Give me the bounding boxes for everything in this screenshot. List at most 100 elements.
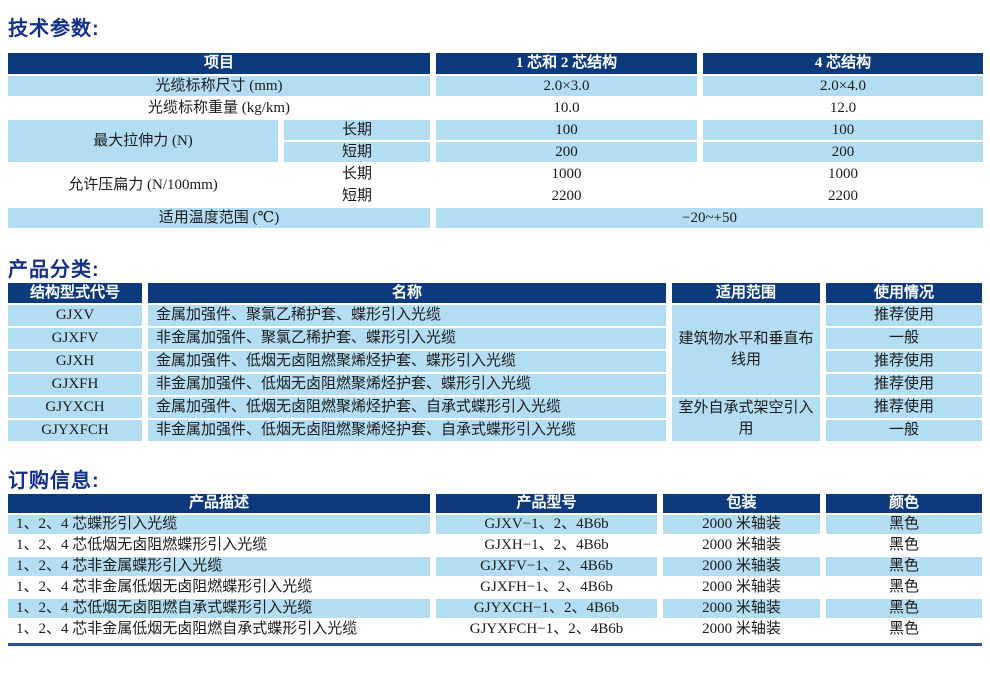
cell-code: GJXV <box>8 305 142 326</box>
cell-name: 非金属加强件、低烟无卤阻燃聚烯烃护套、蝶形引入光缆 <box>148 374 666 395</box>
cell-model: GJYXFCH−1、2、4B6b <box>469 621 624 637</box>
cell-scope-indoor: 建筑物水平和垂直布线用 <box>672 305 820 395</box>
tech-temperature-value: −20~+50 <box>436 208 984 228</box>
order-header-packing: 包装 <box>663 494 820 513</box>
tech-crush-short-value-1and2: 2200 <box>551 188 582 204</box>
tech-row-crush-long: 允许压扁力 (N/100mm) 长期 1000 1000 <box>8 164 983 193</box>
tech-row-weight: 光缆标称重量 (kg/km) 10.0 12.0 <box>8 98 983 118</box>
cell-color: 黑色 <box>826 599 982 618</box>
tech-row-crush-short: 短期 2200 2200 <box>8 186 983 206</box>
cell-usage: 推荐使用 <box>826 397 982 418</box>
tech-row-tension-short: 短期 200 200 <box>8 142 984 162</box>
cell-usage: 一般 <box>826 420 982 441</box>
cell-description: 1、2、4 芯非金属低烟无卤阻燃蝶形引入光缆 <box>16 579 313 595</box>
cell-name: 非金属加强件、低烟无卤阻燃聚烯烃护套、自承式蝶形引入光缆 <box>148 420 666 441</box>
cell-color: 黑色 <box>888 579 919 595</box>
tech-tension-label: 最大拉伸力 (N) <box>8 120 278 162</box>
tech-row-tension-long: 最大拉伸力 (N) 长期 100 100 <box>8 120 984 162</box>
tech-temperature-label: 适用温度范围 (℃) <box>8 208 431 228</box>
order-header-color: 颜色 <box>826 494 982 513</box>
cell-name: 非金属加强件、聚氯乙稀护套、蝶形引入光缆 <box>148 328 666 349</box>
section-title-product-classification: 产品分类: <box>8 259 100 281</box>
classify-header-scope: 适用范围 <box>672 283 820 303</box>
tech-tension-long-label: 长期 <box>284 120 431 140</box>
order-row: 1、2、4 芯非金属低烟无卤阻燃自承式蝶形引入光缆 GJYXFCH−1、2、4B… <box>8 620 982 639</box>
classify-header-name: 名称 <box>148 283 666 303</box>
classify-row: GJXFV 非金属加强件、聚氯乙稀护套、蝶形引入光缆 一般 <box>8 328 982 349</box>
classify-row: GJXH 金属加强件、低烟无卤阻燃聚烯烃护套、蝶形引入光缆 推荐使用 <box>8 351 982 372</box>
tech-row-temperature: 适用温度范围 (℃) −20~+50 <box>8 208 984 228</box>
technical-parameters-table: 项目 1 芯和 2 芯结构 4 芯结构 光缆标称尺寸 (mm) 2.0×3.0 … <box>2 51 989 230</box>
cell-model: GJXFV−1、2、4B6b <box>436 557 657 576</box>
tech-crush-long-label: 长期 <box>342 166 373 182</box>
cell-name: 金属加强件、聚氯乙稀护套、蝶形引入光缆 <box>148 305 666 326</box>
cell-description: 1、2、4 芯非金属低烟无卤阻燃自承式蝶形引入光缆 <box>16 621 358 637</box>
tech-weight-value-1and2: 10.0 <box>553 100 580 116</box>
table-bottom-rule <box>8 643 982 646</box>
tech-row-size: 光缆标称尺寸 (mm) 2.0×3.0 2.0×4.0 <box>8 76 984 96</box>
cell-code: GJYXFCH <box>8 420 142 441</box>
cell-scope-outdoor: 室外自承式架空引入用 <box>672 397 820 441</box>
order-header-description: 产品描述 <box>8 494 430 513</box>
order-row: 1、2、4 芯低烟无卤阻燃自承式蝶形引入光缆 GJYXCH−1、2、4B6b 2… <box>8 599 982 618</box>
classify-row: GJXV 金属加强件、聚氯乙稀护套、蝶形引入光缆 建筑物水平和垂直布线用 推荐使… <box>8 305 982 395</box>
tech-crush-long-value-1and2: 1000 <box>551 166 582 182</box>
cell-model: GJXH−1、2、4B6b <box>484 537 609 553</box>
cell-packing: 2000 米轴装 <box>702 621 781 637</box>
classify-header-row: 结构型式代号 名称 适用范围 使用情况 <box>8 283 982 303</box>
order-header-model: 产品型号 <box>436 494 657 513</box>
tech-size-label: 光缆标称尺寸 (mm) <box>8 76 431 96</box>
tech-tension-short-value-1and2: 200 <box>436 142 698 162</box>
cell-color: 黑色 <box>826 515 982 534</box>
cell-color: 黑色 <box>888 621 919 637</box>
cell-name: 金属加强件、低烟无卤阻燃聚烯烃护套、蝶形引入光缆 <box>148 351 666 372</box>
classify-row: GJYXFCH 非金属加强件、低烟无卤阻燃聚烯烃护套、自承式蝶形引入光缆 一般 <box>8 420 982 441</box>
classify-row: GJXFH 非金属加强件、低烟无卤阻燃聚烯烃护套、蝶形引入光缆 推荐使用 <box>8 374 982 395</box>
cell-code: GJXFV <box>8 328 142 349</box>
cell-color: 黑色 <box>888 537 919 553</box>
ordering-information-table: 产品描述 产品型号 包装 颜色 1、2、4 芯蝶形引入光缆 GJXV−1、2、4… <box>2 492 988 641</box>
section-title-ordering-information: 订购信息: <box>8 470 100 492</box>
tech-size-value-4: 2.0×4.0 <box>703 76 984 96</box>
cell-model: GJXFH−1、2、4B6b <box>480 579 613 595</box>
tech-crush-label: 允许压扁力 (N/100mm) <box>68 177 218 193</box>
section-title-technical-parameters: 技术参数: <box>8 18 100 40</box>
order-row: 1、2、4 芯蝶形引入光缆 GJXV−1、2、4B6b 2000 米轴装 黑色 <box>8 515 982 534</box>
tech-weight-value-4: 12.0 <box>829 100 857 116</box>
tech-crush-short-label: 短期 <box>342 188 373 204</box>
cell-code: GJYXCH <box>8 397 142 418</box>
cell-code: GJXFH <box>8 374 142 395</box>
cell-model: GJXV−1、2、4B6b <box>436 515 657 534</box>
cell-packing: 2000 米轴装 <box>702 579 781 595</box>
cell-packing: 2000 米轴装 <box>663 599 820 618</box>
cell-packing: 2000 米轴装 <box>702 537 781 553</box>
cell-name: 金属加强件、低烟无卤阻燃聚烯烃护套、自承式蝶形引入光缆 <box>148 397 666 418</box>
cell-color: 黑色 <box>826 557 982 576</box>
tech-tension-short-label: 短期 <box>284 142 431 162</box>
order-row: 1、2、4 芯非金属蝶形引入光缆 GJXFV−1、2、4B6b 2000 米轴装… <box>8 557 982 576</box>
cell-code: GJXH <box>8 351 142 372</box>
cell-description: 1、2、4 芯非金属蝶形引入光缆 <box>8 557 430 576</box>
tech-weight-label: 光缆标称重量 (kg/km) <box>147 100 291 116</box>
tech-crush-long-value-4: 1000 <box>828 166 859 182</box>
order-header-row: 产品描述 产品型号 包装 颜色 <box>8 494 982 513</box>
cell-description: 1、2、4 芯蝶形引入光缆 <box>8 515 430 534</box>
classify-row: GJYXCH 金属加强件、低烟无卤阻燃聚烯烃护套、自承式蝶形引入光缆 室外自承式… <box>8 397 982 441</box>
cell-description: 1、2、4 芯低烟无卤阻燃蝶形引入光缆 <box>16 537 268 553</box>
tech-tension-short-value-4: 200 <box>703 142 984 162</box>
cell-packing: 2000 米轴装 <box>663 515 820 534</box>
tech-tension-long-value-1and2: 100 <box>436 120 698 140</box>
order-row: 1、2、4 芯低烟无卤阻燃蝶形引入光缆 GJXH−1、2、4B6b 2000 米… <box>8 536 982 555</box>
classify-header-code: 结构型式代号 <box>8 283 142 303</box>
tech-header-row: 项目 1 芯和 2 芯结构 4 芯结构 <box>8 53 984 74</box>
cell-model: GJYXCH−1、2、4B6b <box>436 599 657 618</box>
tech-header-item: 项目 <box>8 53 431 74</box>
classify-header-usage: 使用情况 <box>826 283 982 303</box>
product-classification-table: 结构型式代号 名称 适用范围 使用情况 GJXV 金属加强件、聚氯乙稀护套、蝶形… <box>2 281 988 443</box>
cell-packing: 2000 米轴装 <box>663 557 820 576</box>
tech-header-1and2core: 1 芯和 2 芯结构 <box>436 53 698 74</box>
order-row: 1、2、4 芯非金属低烟无卤阻燃蝶形引入光缆 GJXFH−1、2、4B6b 20… <box>8 578 982 597</box>
cell-usage: 推荐使用 <box>826 374 982 395</box>
tech-header-4core: 4 芯结构 <box>703 53 984 74</box>
cell-description: 1、2、4 芯低烟无卤阻燃自承式蝶形引入光缆 <box>8 599 430 618</box>
